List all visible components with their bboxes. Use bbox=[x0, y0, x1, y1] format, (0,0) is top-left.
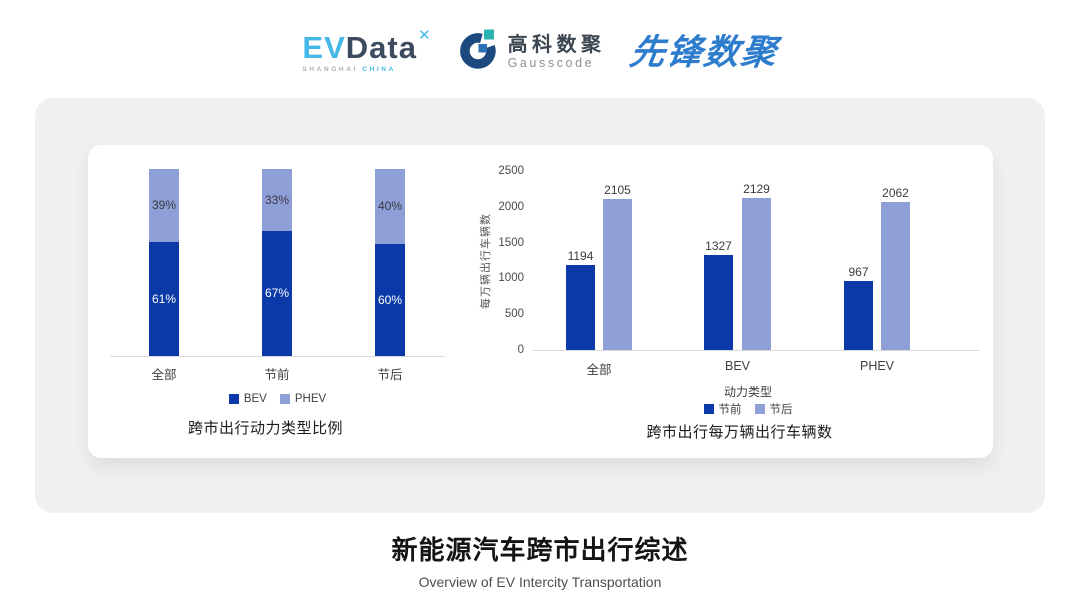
right-chart-title: 跨市出行每万辆出行车辆数 bbox=[646, 424, 833, 441]
legend-swatch bbox=[703, 404, 714, 414]
phev-value-label: 40% bbox=[377, 199, 403, 214]
gausscode-text: 高科数聚 Gausscode bbox=[508, 34, 606, 71]
legend-label: PHEV bbox=[294, 393, 327, 405]
bar bbox=[566, 264, 595, 350]
phev-value-label: 39% bbox=[151, 198, 177, 213]
legend-label: 节前 bbox=[718, 404, 742, 416]
grouped-bar-chart: 每万辆出行车辆数 0 500 1000 1500 2000 2500 1194 2105 13… bbox=[458, 145, 993, 458]
y-tick-label: 1500 bbox=[498, 236, 524, 249]
bar-value-label: 967 bbox=[848, 264, 869, 279]
stacked-bar: 39% 61% bbox=[149, 169, 179, 356]
gausscode-cn-text: 高科数聚 bbox=[507, 33, 606, 56]
bar-value-label: 1194 bbox=[567, 248, 594, 263]
y-tick-label: 2500 bbox=[498, 165, 524, 177]
footer: 新能源汽车跨市出行综述 Overview of EV Intercity Tra… bbox=[0, 530, 1080, 590]
legend-item: 节后 bbox=[754, 401, 793, 417]
bar-value-label: 2105 bbox=[604, 183, 631, 198]
category-label: 全部 bbox=[151, 368, 177, 382]
page-title: 新能源汽车跨市出行综述 bbox=[391, 535, 689, 565]
logo-evdata: EV Data ✕ SHANGHAI CHINA bbox=[302, 28, 431, 73]
category-label: 节后 bbox=[377, 368, 403, 382]
evdata-ev-text: EV bbox=[302, 29, 346, 65]
legend-label: 节后 bbox=[769, 404, 793, 416]
legend-item: 节前 bbox=[703, 401, 742, 417]
evdata-subtext: SHANGHAI CHINA bbox=[302, 66, 395, 73]
legend-swatch bbox=[228, 394, 239, 404]
bar bbox=[742, 197, 771, 350]
bev-value-label: 67% bbox=[264, 286, 290, 301]
stacked-bar-chart: 39% 61% 33% 67% 40% 60% 全部 节前 节后 BEV PHEV 跨市出行动力… bbox=[88, 145, 458, 458]
left-legend: BEV PHEV bbox=[110, 393, 445, 405]
gausscode-g-icon bbox=[456, 27, 500, 78]
bev-segment: 67% bbox=[262, 230, 292, 356]
bev-value-label: 61% bbox=[151, 291, 177, 306]
right-x-axis-label: 动力类型 bbox=[723, 385, 772, 399]
bev-value-label: 60% bbox=[377, 292, 403, 307]
bar-value-label: 2129 bbox=[743, 181, 770, 196]
y-tick-label: 2000 bbox=[498, 200, 524, 213]
logo-xianfeng-shuju: 先锋数聚 bbox=[626, 32, 781, 72]
bar bbox=[704, 255, 733, 350]
charts-panel: 39% 61% 33% 67% 40% 60% 全部 节前 节后 BEV PHEV 跨市出行动力… bbox=[88, 145, 993, 458]
y-tick-label: 0 bbox=[517, 344, 524, 356]
legend-label: BEV bbox=[243, 393, 267, 405]
bev-segment: 61% bbox=[149, 241, 179, 356]
evdata-x-icon: ✕ bbox=[417, 26, 432, 44]
phev-value-label: 33% bbox=[264, 192, 290, 207]
bar bbox=[881, 202, 910, 350]
category-label: 全部 bbox=[586, 363, 612, 377]
left-chart-title: 跨市出行动力类型比例 bbox=[187, 420, 343, 437]
category-label: 节前 bbox=[264, 368, 290, 382]
logo-gausscode: 高科数聚 Gausscode bbox=[456, 27, 606, 78]
bar bbox=[844, 280, 873, 350]
stacked-bar: 33% 67% bbox=[262, 169, 292, 356]
page-subtitle: Overview of EV Intercity Transportation bbox=[418, 574, 662, 590]
right-legend: 节前 节后 bbox=[478, 401, 1018, 417]
bar bbox=[603, 199, 632, 350]
y-tick-label: 1000 bbox=[498, 272, 524, 285]
right-plot-area: 1194 2105 1327 2129 967 2062 bbox=[532, 172, 980, 351]
gausscode-en-text: Gausscode bbox=[507, 55, 595, 70]
legend-swatch bbox=[279, 394, 290, 404]
left-x-axis-line bbox=[110, 356, 445, 357]
y-tick-label: 500 bbox=[504, 308, 524, 321]
bar-value-label: 1327 bbox=[705, 238, 732, 253]
evdata-data-text: Data bbox=[345, 29, 417, 65]
legend-item: BEV bbox=[228, 393, 267, 405]
evdata-shanghai-text: SHANGHAI bbox=[302, 65, 358, 73]
bev-segment: 60% bbox=[375, 243, 405, 356]
evdata-wordmark: EV Data ✕ bbox=[302, 28, 431, 65]
right-y-ticks: 0 500 1000 1500 2000 2500 bbox=[458, 165, 524, 356]
phev-segment: 40% bbox=[375, 169, 405, 244]
charts-card: 39% 61% 33% 67% 40% 60% 全部 节前 节后 BEV PHEV 跨市出行动力… bbox=[35, 98, 1045, 513]
legend-item: PHEV bbox=[279, 393, 327, 405]
stacked-bar: 40% 60% bbox=[375, 169, 405, 356]
phev-segment: 33% bbox=[262, 169, 292, 231]
evdata-china-text: CHINA bbox=[362, 65, 396, 73]
bar-value-label: 2062 bbox=[882, 186, 909, 201]
phev-segment: 39% bbox=[149, 169, 179, 242]
category-label: PHEV bbox=[859, 359, 895, 373]
category-label: BEV bbox=[724, 359, 751, 373]
header-logos: EV Data ✕ SHANGHAI CHINA 高科数聚 Gausscode 先锋… bbox=[0, 22, 1080, 82]
legend-swatch bbox=[754, 404, 765, 414]
